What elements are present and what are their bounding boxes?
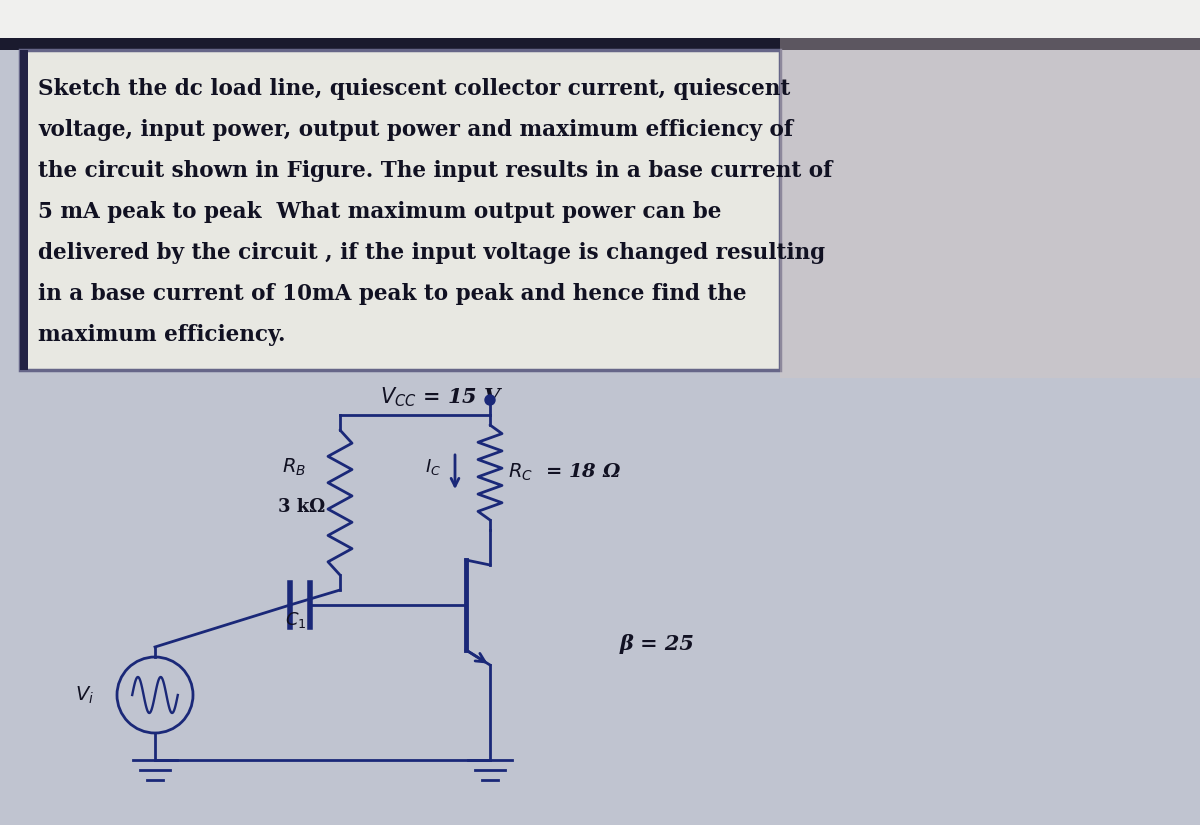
Text: $C_1$: $C_1$ — [286, 610, 306, 630]
Text: $\mathit{R}_{B}$: $\mathit{R}_{B}$ — [282, 457, 306, 478]
Text: voltage, input power, output power and maximum efficiency of: voltage, input power, output power and m… — [38, 119, 793, 141]
Text: delivered by the circuit , if the input voltage is changed resulting: delivered by the circuit , if the input … — [38, 242, 826, 264]
Text: maximum efficiency.: maximum efficiency. — [38, 324, 286, 346]
FancyBboxPatch shape — [20, 50, 28, 370]
Text: $\mathit{V}_{CC}$ = 15 V: $\mathit{V}_{CC}$ = 15 V — [380, 385, 504, 408]
Text: the circuit shown in Figure. The input results in a base current of: the circuit shown in Figure. The input r… — [38, 160, 833, 182]
Text: 3 kΩ: 3 kΩ — [278, 498, 325, 516]
Text: Sketch the dc load line, quiescent collector current, quiescent: Sketch the dc load line, quiescent colle… — [38, 78, 791, 100]
Circle shape — [485, 395, 496, 405]
Text: $\mathit{R}_C$  = 18 Ω: $\mathit{R}_C$ = 18 Ω — [508, 462, 622, 483]
FancyBboxPatch shape — [780, 38, 1200, 378]
Text: β = 25: β = 25 — [620, 634, 695, 654]
FancyBboxPatch shape — [0, 0, 1200, 38]
Text: 5 mA peak to peak  What maximum output power can be: 5 mA peak to peak What maximum output po… — [38, 201, 721, 223]
FancyBboxPatch shape — [0, 38, 1200, 50]
Text: $\mathit{V}_i$: $\mathit{V}_i$ — [74, 685, 94, 705]
Text: in a base current of 10mA peak to peak and hence find the: in a base current of 10mA peak to peak a… — [38, 283, 746, 305]
FancyBboxPatch shape — [20, 50, 780, 370]
Text: $\mathit{I}_C$: $\mathit{I}_C$ — [425, 457, 442, 477]
